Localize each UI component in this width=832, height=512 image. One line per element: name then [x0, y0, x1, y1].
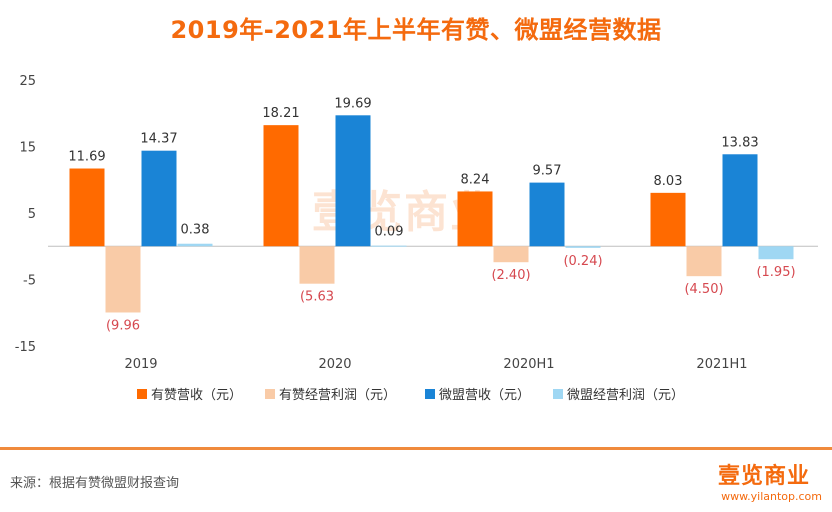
- bar-youzan-profit: [493, 246, 529, 263]
- bar-weimeng-revenue: [529, 182, 565, 247]
- y-tick-label: 25: [19, 74, 36, 89]
- bar-weimeng-profit: [565, 246, 601, 248]
- legend-label: 有赞营收（元）: [151, 388, 242, 403]
- data-label: 14.37: [140, 132, 177, 147]
- data-label: (9.96: [106, 318, 140, 333]
- legend-swatch-youzan-profit: [265, 389, 275, 399]
- data-label: (2.40): [491, 268, 530, 283]
- data-label: 13.83: [721, 135, 758, 150]
- bar-youzan-revenue: [263, 125, 299, 247]
- legend-swatch-weimeng-profit: [553, 389, 563, 399]
- divider: [0, 447, 832, 450]
- data-label: 11.69: [68, 150, 105, 165]
- bar-youzan-profit: [105, 246, 141, 313]
- data-label: 8.03: [654, 174, 683, 189]
- bar-weimeng-revenue: [335, 115, 371, 247]
- data-label: 9.57: [533, 164, 562, 179]
- x-category-label: 2019: [124, 357, 157, 372]
- data-label: (4.50): [684, 282, 723, 297]
- x-category-label: 2020H1: [503, 357, 554, 372]
- legend-label: 微盟营收（元）: [439, 388, 530, 403]
- data-label: (0.24): [563, 254, 602, 269]
- brand-logo: 壹览商业: [717, 464, 810, 489]
- data-label: (1.95): [756, 265, 795, 280]
- legend-swatch-weimeng-revenue: [425, 389, 435, 399]
- legend-label: 有赞经营利润（元）: [279, 388, 396, 403]
- bar-youzan-revenue: [457, 191, 493, 247]
- bar-youzan-profit: [686, 246, 722, 277]
- source-note: 来源：根据有赞微盟财报查询: [10, 476, 180, 491]
- bar-chart: 25 15 5 -5 -15 11.69 (9.96 14.37 0.38 2019 18.21 (5…: [15, 74, 818, 403]
- x-category-label: 2021H1: [696, 357, 747, 372]
- brand-url: www.yilantop.com: [721, 490, 822, 503]
- bar-youzan-profit: [299, 246, 335, 284]
- bar-weimeng-profit: [758, 246, 794, 260]
- y-tick-label: 5: [28, 207, 36, 222]
- bar-weimeng-revenue: [141, 150, 177, 247]
- data-label: 0.38: [181, 223, 210, 238]
- y-tick-label: 15: [19, 141, 36, 156]
- bar-weimeng-profit: [371, 245, 407, 247]
- data-label: 0.09: [375, 225, 404, 240]
- data-label: 8.24: [461, 172, 490, 187]
- data-label: 18.21: [262, 106, 299, 121]
- bar-weimeng-revenue: [722, 154, 758, 247]
- legend-label: 微盟经营利润（元）: [567, 388, 684, 403]
- y-tick-label: -5: [23, 274, 36, 289]
- x-category-label: 2020: [318, 357, 351, 372]
- data-label: 19.69: [334, 96, 371, 111]
- bar-youzan-revenue: [69, 168, 105, 247]
- chart-title: 2019年-2021年上半年有赞、微盟经营数据: [170, 16, 662, 44]
- legend-swatch-youzan-revenue: [137, 389, 147, 399]
- data-label: (5.63: [300, 290, 334, 305]
- y-tick-label: -15: [15, 340, 36, 355]
- bar-weimeng-profit: [177, 243, 213, 247]
- bar-youzan-revenue: [650, 192, 686, 247]
